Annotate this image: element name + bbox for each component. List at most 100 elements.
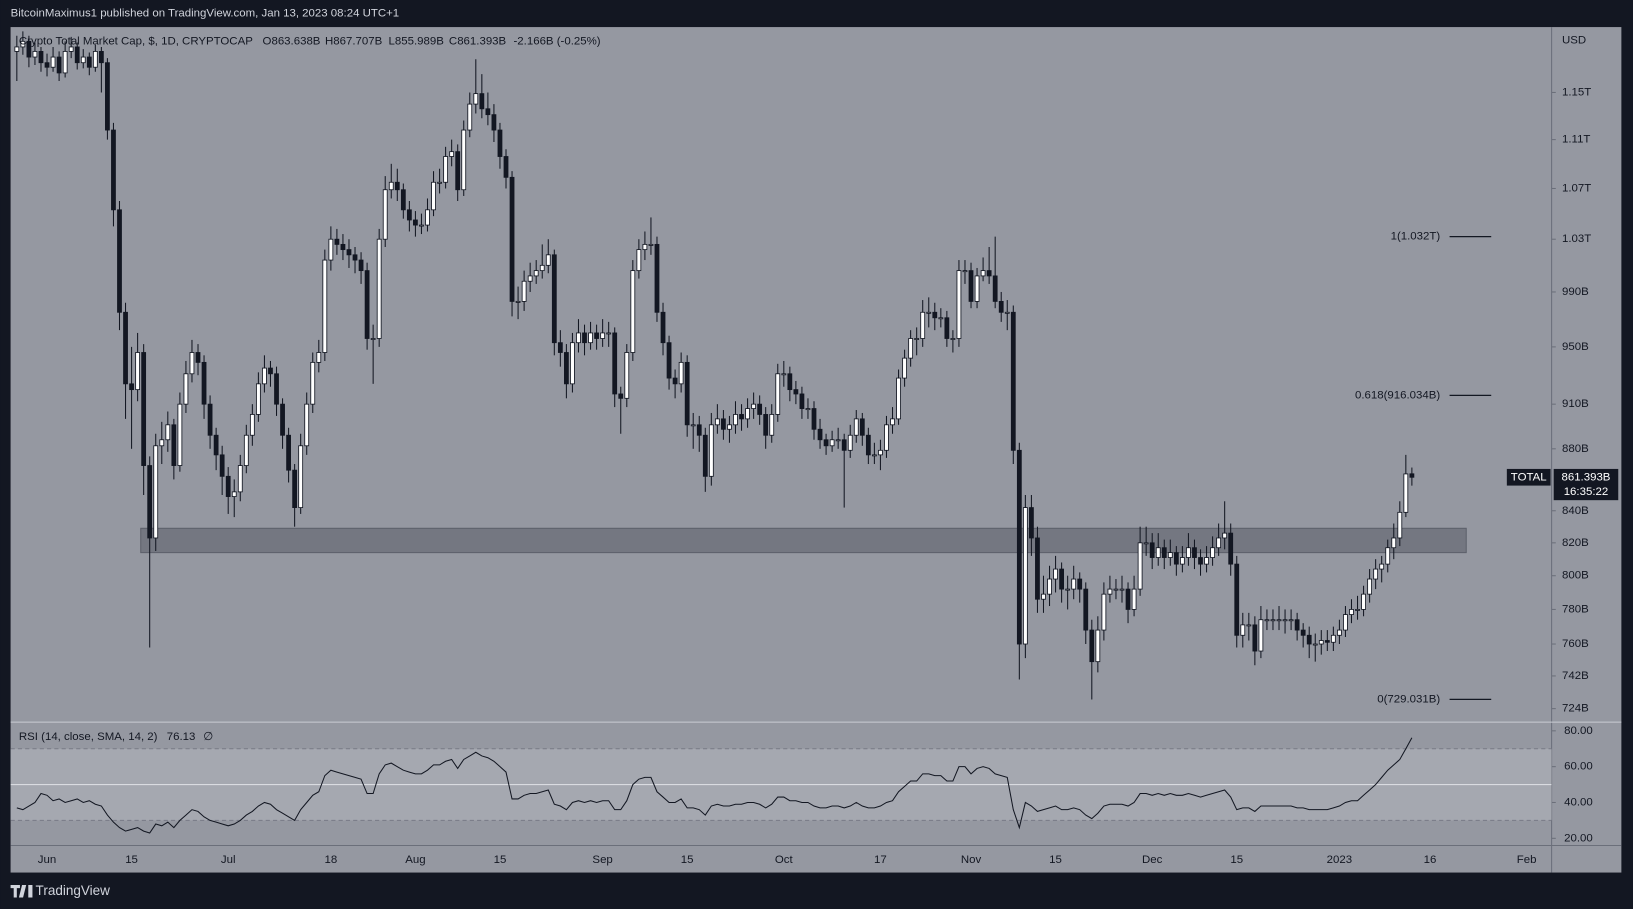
candle-body <box>515 300 521 303</box>
x-tick-label: 2023 <box>1327 854 1352 866</box>
candle-body <box>962 270 968 273</box>
x-tick-label: 16 <box>1424 854 1437 866</box>
x-tick-label: Jun <box>38 854 56 866</box>
candle-body <box>304 403 310 447</box>
candle-body <box>853 418 859 436</box>
candle-body <box>1035 537 1040 600</box>
y-tick-label: 760B <box>1562 638 1589 650</box>
candle-body <box>334 238 340 245</box>
candle-body <box>859 418 865 436</box>
x-tick-label: Aug <box>405 854 425 866</box>
ohlc-label: O863.638B <box>263 36 321 48</box>
candle-body <box>696 424 702 436</box>
candle-body <box>986 270 992 277</box>
candle-body <box>733 414 738 426</box>
candle-body <box>231 491 237 497</box>
candle-body <box>225 475 231 497</box>
y-tick-label: 1.11T <box>1562 134 1590 146</box>
candle-body <box>1373 568 1379 580</box>
candle-body <box>1101 593 1107 631</box>
candle-body <box>926 311 932 314</box>
candle-body <box>1137 542 1143 590</box>
candle-body <box>123 311 128 385</box>
candle-body <box>1403 473 1409 513</box>
candle-body <box>129 383 134 391</box>
candle-body <box>527 275 533 282</box>
candle-body <box>237 465 243 493</box>
candle-body <box>1367 578 1373 595</box>
candle-body <box>582 332 587 344</box>
candle-body <box>503 156 509 178</box>
candle-body <box>702 434 708 477</box>
candle-body <box>219 454 225 477</box>
candle-body <box>841 439 847 451</box>
candle-body <box>1071 578 1077 590</box>
candle-body <box>721 418 726 430</box>
y-tick-label: 840B <box>1562 505 1589 517</box>
candle-body <box>340 243 346 251</box>
candle-body <box>757 403 763 415</box>
y-tick-label: 80.00 <box>1564 725 1593 737</box>
candle-body <box>1288 619 1294 622</box>
candle-body <box>781 373 787 376</box>
candle-body <box>956 270 962 339</box>
candle-body <box>829 439 835 447</box>
price-pane <box>14 31 1492 701</box>
candle-body <box>763 414 769 436</box>
candle-body <box>98 51 104 64</box>
candle-body <box>539 264 545 272</box>
candle-body <box>280 403 285 436</box>
candle-body <box>20 40 26 48</box>
candle-body <box>1270 619 1276 622</box>
candle-body <box>1409 473 1415 478</box>
fib-label: 0(729.031B) <box>1377 693 1440 705</box>
candle-body <box>1204 557 1209 565</box>
candle-body <box>551 254 557 344</box>
rsi-last-value: 76.13 <box>167 731 196 743</box>
candle-body <box>479 93 485 110</box>
candle-body <box>1343 614 1348 631</box>
candle-body <box>1312 643 1318 646</box>
candle-body <box>1349 609 1354 615</box>
candle-body <box>745 408 750 420</box>
candle-body <box>1149 542 1155 558</box>
candle-body <box>1053 568 1058 580</box>
candle-body <box>769 414 775 436</box>
candle-body <box>708 424 714 477</box>
candle-body <box>68 46 74 52</box>
candle-body <box>491 114 497 131</box>
candle-body <box>1252 624 1258 652</box>
rsi-line <box>16 737 1413 834</box>
candle-body <box>1361 593 1366 610</box>
candle-body <box>908 338 914 359</box>
candle-body <box>1198 557 1203 565</box>
candle-body <box>177 403 183 466</box>
candle-body <box>1337 629 1342 636</box>
countdown: 16:35:22 <box>1564 486 1609 498</box>
candle-body <box>455 151 461 191</box>
x-tick-label: 17 <box>874 854 887 866</box>
candle-body <box>165 424 171 441</box>
candle-body <box>1192 547 1197 558</box>
rsi-pane <box>10 737 1552 834</box>
x-tick-label: 15 <box>1049 854 1062 866</box>
candle-body <box>896 377 901 420</box>
candle-body <box>256 383 261 415</box>
x-tick-label: 15 <box>125 854 138 866</box>
candle-body <box>1041 593 1046 600</box>
candle-body <box>564 352 569 385</box>
candle-body <box>739 414 744 420</box>
candle-body <box>473 93 479 105</box>
x-tick-label: Jul <box>221 854 236 866</box>
candle-body <box>690 424 696 427</box>
candle-body <box>370 338 376 340</box>
candle-body <box>358 259 364 272</box>
candle-body <box>171 424 177 466</box>
candle-body <box>799 393 805 409</box>
candle-body <box>467 103 473 131</box>
brand-name[interactable]: TradingView <box>36 883 111 898</box>
ohlc-label: -2.166B (-0.25%) <box>514 36 601 48</box>
y-tick-label: 820B <box>1562 537 1589 549</box>
candle-body <box>884 424 889 451</box>
